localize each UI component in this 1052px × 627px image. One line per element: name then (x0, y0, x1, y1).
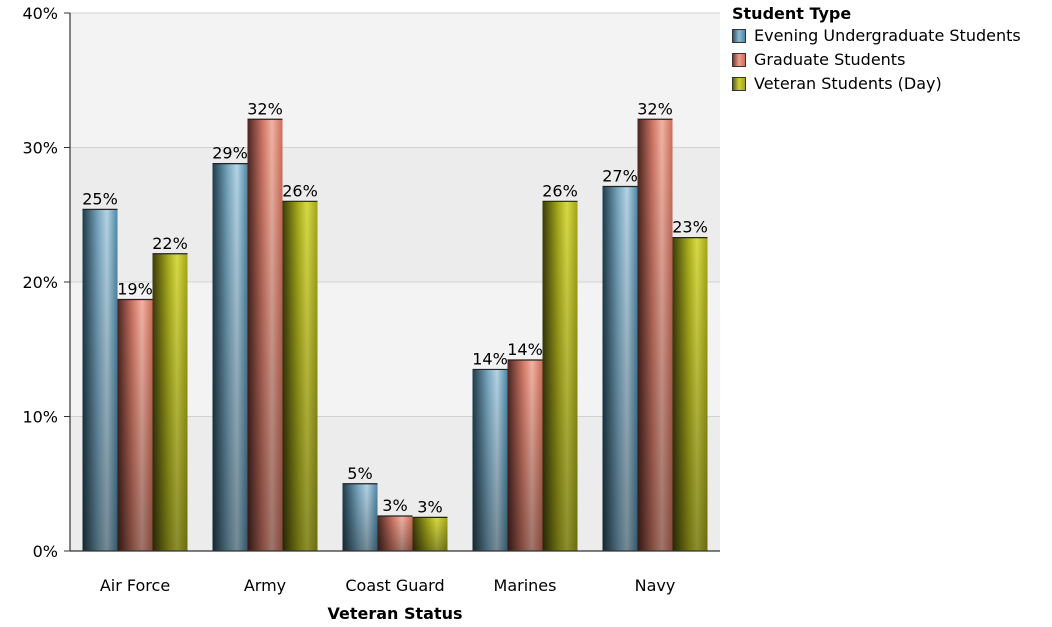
x-tick-label: Air Force (100, 576, 170, 595)
data-label: 23% (672, 218, 708, 237)
legend: Student Type Evening Undergraduate Stude… (732, 4, 1050, 96)
data-label: 14% (507, 340, 543, 359)
x-axis-ticks: Air Force Army Coast Guard Marines Navy (100, 576, 676, 595)
y-tick-label: 10% (22, 408, 58, 427)
data-label: 19% (117, 279, 153, 298)
bar-shade (507, 360, 543, 551)
data-labels: 25% 19% 22% 29% 32% 26% 5% 3% 3% 14% 14% 26% 27% 32% 2… (82, 99, 708, 516)
data-label: 32% (637, 99, 673, 118)
bar-shade (602, 186, 638, 551)
data-label: 5% (347, 464, 372, 483)
bar-shade (82, 209, 118, 551)
y-tick-label: 0% (33, 542, 58, 561)
x-axis-title: Veteran Status (327, 604, 462, 623)
bars (82, 118, 708, 552)
bar-shade (342, 483, 378, 551)
x-tick-label: Army (244, 576, 286, 595)
legend-title: Student Type (732, 4, 852, 23)
x-tick-label: Navy (635, 576, 676, 595)
chart: 0% 10% 20% 30% 40% Air Force Army Coast Guard M… (22, 4, 720, 623)
y-tick-label: 20% (22, 273, 58, 292)
bar-shade (377, 516, 413, 551)
legend-swatch (732, 29, 746, 43)
bar-shade (672, 237, 708, 552)
bar-shade (247, 119, 283, 551)
legend-swatch (732, 53, 746, 67)
bar-shade (472, 369, 508, 551)
legend-item-evening: Evening Undergraduate Students (732, 24, 1050, 48)
legend-item-veteran: Veteran Students (Day) (732, 72, 1050, 96)
data-label: 25% (82, 189, 118, 208)
bar-shade (212, 163, 248, 551)
data-label: 32% (247, 99, 283, 118)
data-label: 26% (282, 181, 318, 200)
y-tick-label: 30% (22, 139, 58, 158)
data-label: 14% (472, 349, 508, 368)
x-tick-label: Coast Guard (345, 576, 444, 595)
bar-shade (152, 253, 188, 551)
x-tick-label: Marines (494, 576, 557, 595)
legend-item-graduate: Graduate Students (732, 48, 1050, 72)
data-label: 27% (602, 167, 638, 186)
y-axis-ticks: 0% 10% 20% 30% 40% (22, 4, 70, 561)
data-label: 3% (382, 496, 407, 515)
data-label: 22% (152, 234, 188, 253)
data-label: 29% (212, 144, 248, 163)
legend-label: Graduate Students (754, 50, 906, 69)
legend-swatch (732, 77, 746, 91)
data-label: 26% (542, 181, 578, 200)
bar-shade (637, 119, 673, 551)
bar-shade (542, 201, 578, 552)
plot-band (70, 13, 720, 148)
legend-label: Veteran Students (Day) (754, 74, 942, 93)
bar-shade (117, 299, 153, 551)
bar-shade (412, 517, 448, 551)
y-tick-label: 40% (22, 4, 58, 23)
legend-label: Evening Undergraduate Students (754, 26, 1021, 45)
bar-shade (282, 201, 318, 552)
data-label: 3% (417, 497, 442, 516)
